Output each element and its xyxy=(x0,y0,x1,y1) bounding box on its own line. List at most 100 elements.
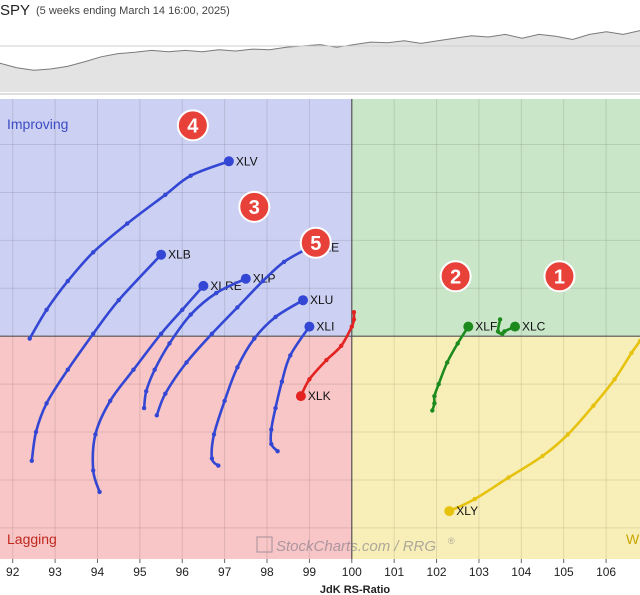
tail-point xyxy=(349,324,354,329)
chart-header: SPY (5 weeks ending March 14 16:00, 2025… xyxy=(0,0,640,24)
badge-circle xyxy=(439,260,472,293)
tail-point xyxy=(497,317,503,322)
x-tick-label: 105 xyxy=(554,565,574,579)
tail-point xyxy=(65,278,71,284)
tail-point xyxy=(339,343,344,348)
tail-point xyxy=(307,377,312,382)
tail-point xyxy=(116,298,121,303)
tail-point xyxy=(432,393,437,399)
tail-point xyxy=(91,468,96,473)
series-xly: XLY xyxy=(444,338,640,518)
series-xlf: XLF xyxy=(430,320,497,413)
badge-circle xyxy=(299,226,332,259)
series-label-xlv: XLV xyxy=(236,154,258,168)
tail-point xyxy=(211,432,217,437)
tail-point xyxy=(44,307,49,312)
head-point-xlc xyxy=(510,321,520,332)
tail-point xyxy=(65,367,71,372)
x-tick-label: 93 xyxy=(48,565,62,579)
x-tick-label: 103 xyxy=(469,565,489,579)
x-tick-label: 106 xyxy=(596,565,616,579)
tail-point xyxy=(29,458,34,463)
series-xlk: XLK xyxy=(295,310,357,403)
tail-point xyxy=(281,259,287,265)
x-tick-label: 98 xyxy=(260,565,274,579)
quadrant-labels: Improving Lagging W xyxy=(7,116,640,547)
x-tick-label: 95 xyxy=(133,565,147,579)
x-tick-label: 96 xyxy=(176,565,190,579)
head-point-xlre xyxy=(198,280,209,291)
tail-point xyxy=(436,381,441,387)
tail-line-xle xyxy=(155,246,311,417)
tail-point xyxy=(455,341,460,346)
badge-circle xyxy=(238,190,271,223)
tail-point xyxy=(565,432,571,437)
tail-point xyxy=(351,310,357,315)
symbol-title: SPY xyxy=(0,2,31,19)
x-tick-label: 94 xyxy=(91,565,105,579)
series-xlc: XLC xyxy=(495,317,546,336)
tail-point xyxy=(591,403,596,408)
tail-line-xlre xyxy=(91,284,205,494)
badge-1: 1 xyxy=(543,260,576,293)
tail-point xyxy=(472,496,477,502)
watermark-logo-icon xyxy=(256,536,273,553)
tail-point xyxy=(131,367,136,372)
tail-point xyxy=(222,398,227,404)
quadrant-lagging xyxy=(0,336,352,559)
tail-point xyxy=(163,391,168,396)
badge-4: 4 xyxy=(176,109,209,142)
tail-point xyxy=(260,278,265,284)
quadrant-label-lagging: Lagging xyxy=(7,531,57,547)
series-label-xlre: XLRE xyxy=(210,279,241,293)
badge-circle xyxy=(543,260,576,293)
tail-point xyxy=(184,360,189,365)
x-axis: 92 93 94 95 96 97 98 99 100 101 102 103 104 105 106 JdK… xyxy=(0,559,640,595)
tail-point xyxy=(269,427,274,432)
tail-point xyxy=(158,331,164,336)
tail-point xyxy=(612,377,617,382)
tail-point xyxy=(269,441,274,447)
tail-point xyxy=(188,173,193,178)
x-tick-label: 101 xyxy=(384,565,404,579)
tail-point xyxy=(91,331,96,336)
tail-point xyxy=(180,307,185,312)
tail-point xyxy=(27,336,32,341)
x-tick-label: 99 xyxy=(303,565,317,579)
head-point-xlb xyxy=(156,249,167,260)
watermark: StockCharts.com / RRG ® xyxy=(256,536,455,555)
quadrant-label-weakening: W xyxy=(626,531,640,547)
tail-line-xlv xyxy=(28,160,231,340)
tail-point xyxy=(637,338,640,344)
badge-5: 5 xyxy=(299,226,332,259)
badge-2: 2 xyxy=(439,260,472,293)
badge-number: 3 xyxy=(249,197,260,219)
badge-3: 3 xyxy=(238,190,271,223)
badge-number: 1 xyxy=(554,266,565,288)
series-label-xly: XLY xyxy=(456,504,478,518)
tail-point xyxy=(163,192,168,197)
x-tick-label: 104 xyxy=(511,565,531,579)
tail-point xyxy=(152,367,157,372)
tail-point xyxy=(432,401,437,406)
quadrant-improving xyxy=(0,99,352,337)
series-xlu: XLU xyxy=(209,293,333,468)
series-xlv: XLV xyxy=(27,154,258,341)
tail-point xyxy=(108,398,113,404)
watermark-text: StockCharts.com / RRG xyxy=(276,538,436,555)
tail-point xyxy=(540,453,545,459)
tail-point xyxy=(144,389,149,394)
head-point-xli xyxy=(304,321,315,332)
period-subtitle: (5 weeks ending March 14 16:00, 2025) xyxy=(36,5,230,17)
quadrant-weakening xyxy=(351,336,640,559)
tail-point xyxy=(235,365,240,370)
quadrant-leading xyxy=(351,99,640,337)
price-panel xyxy=(0,24,640,95)
grid-lines xyxy=(0,99,640,559)
quadrant-backgrounds xyxy=(0,99,640,559)
annotation-badges: 1 2 3 4 5 xyxy=(176,109,576,293)
tail-point xyxy=(502,329,507,334)
tail-point xyxy=(91,250,96,255)
head-point-xlv xyxy=(223,156,234,167)
